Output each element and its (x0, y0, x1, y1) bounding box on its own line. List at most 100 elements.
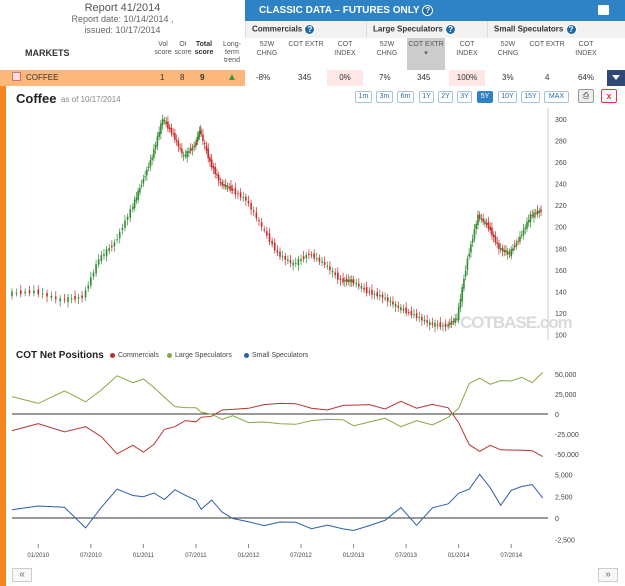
candle-body (77, 296, 80, 299)
candle-body (193, 145, 195, 148)
range-10y[interactable]: 10Y (498, 91, 517, 103)
question-icon[interactable]: ? (422, 5, 434, 16)
candle-body (19, 290, 22, 295)
candle-body (97, 259, 100, 265)
sub-header[interactable]: COT EXTR (288, 41, 324, 48)
candle-body (168, 127, 171, 130)
x-tick-label: 07/2010 (80, 553, 102, 559)
candle-body (436, 324, 439, 326)
candle-body (103, 254, 105, 256)
question-icon[interactable]: ? (304, 24, 316, 35)
question-icon[interactable]: ? (565, 24, 577, 35)
range-2y[interactable]: 2Y (438, 91, 453, 103)
candle-body (529, 214, 532, 223)
sub-header[interactable]: 52W CHNG (497, 41, 519, 57)
candle-body (342, 278, 344, 283)
candle-body (81, 295, 83, 299)
candle-body (487, 222, 490, 229)
candle-body (139, 188, 141, 193)
candle-body (182, 154, 185, 156)
candle-body (276, 250, 279, 253)
question-icon[interactable]: ? (445, 24, 457, 35)
sub-header[interactable]: 52W CHNG (376, 41, 398, 57)
double-chevron-right-icon[interactable]: » (598, 568, 618, 582)
range-3m[interactable]: 3m (376, 91, 393, 103)
candle-body (461, 287, 463, 302)
range-1m[interactable]: 1m (355, 91, 372, 103)
candle-body (533, 212, 535, 218)
candle-body (477, 214, 479, 226)
candle-body (245, 196, 247, 201)
value-cell: 100% (449, 70, 485, 86)
candle-body (210, 159, 213, 168)
candle-body (447, 324, 449, 327)
candle-body (124, 220, 126, 228)
y-tick-label: 260 (555, 160, 567, 167)
triangle-down-icon: ▾ (424, 50, 428, 57)
range-15y[interactable]: 15Y (521, 91, 540, 103)
candle-body (355, 282, 357, 285)
candle-body (287, 259, 289, 262)
candle-body (230, 185, 232, 191)
candle-body (214, 167, 216, 175)
close-icon[interactable]: x (601, 89, 617, 103)
candle-body (482, 218, 484, 222)
candle-body (70, 298, 73, 300)
candle-body (203, 142, 206, 145)
printer-icon[interactable] (598, 5, 609, 15)
value-cell: 345 (298, 73, 312, 82)
candle-body (384, 297, 386, 299)
candle-body (250, 202, 252, 210)
candle-body (337, 272, 339, 280)
sub-header[interactable]: COT INDEX (575, 41, 597, 57)
range-1y[interactable]: 1Y (419, 91, 434, 103)
candle-body (520, 235, 523, 237)
candle-body (163, 119, 166, 122)
table-row[interactable]: COFFEE 1 8 9 ▲ -8% 345 0% 7% 345 100% 3%… (0, 70, 607, 86)
total-score: 9 (200, 73, 205, 82)
printer-icon[interactable]: ⎙ (578, 89, 594, 103)
candle-body (492, 234, 495, 238)
y-tick-label: 300 (555, 117, 567, 124)
range-5y[interactable]: 5Y (477, 91, 493, 103)
candle-body (165, 121, 167, 125)
report-date: Report date: 10/14/2014 , (71, 14, 174, 24)
candle-body (506, 251, 509, 255)
sub-header[interactable]: 52W CHNG (256, 41, 278, 57)
sub-header[interactable]: COT INDEX (334, 41, 356, 57)
range-6m[interactable]: 6m (397, 91, 414, 103)
double-chevron-left-icon[interactable]: « (12, 568, 32, 582)
candle-body (489, 226, 491, 231)
candle-body (407, 312, 410, 314)
candle-body (323, 262, 326, 265)
range-3y[interactable]: 3Y (457, 91, 472, 103)
candle-body (524, 227, 527, 229)
sub-header[interactable]: COT INDEX (456, 41, 478, 57)
candle-body (15, 292, 18, 294)
markets-label: MARKETS (25, 48, 70, 58)
candle-body (300, 259, 302, 261)
candle-body (389, 300, 392, 303)
range-max[interactable]: MAX (544, 91, 569, 103)
candle-body (475, 223, 477, 229)
candle-body (142, 179, 145, 184)
candle-body (315, 258, 318, 260)
candle-body (376, 292, 379, 297)
sub-header[interactable]: COT EXTR (529, 41, 565, 48)
candle-body (426, 320, 428, 323)
candle-body (266, 231, 268, 236)
candle-body (92, 272, 95, 277)
sub-header-selected[interactable]: COT EXTR ▾ (407, 38, 445, 70)
candle-body (358, 283, 360, 287)
candle-body (478, 214, 481, 219)
candle-body (349, 279, 351, 282)
market-name[interactable]: COFFEE (26, 73, 59, 82)
candle-body (463, 278, 465, 289)
y-tick-label: -2,500 (555, 538, 575, 545)
candle-body (247, 201, 250, 204)
candle-body (352, 279, 355, 284)
candle-body (113, 242, 116, 247)
triangle-down-icon[interactable] (607, 70, 625, 86)
candle-body (252, 210, 255, 212)
